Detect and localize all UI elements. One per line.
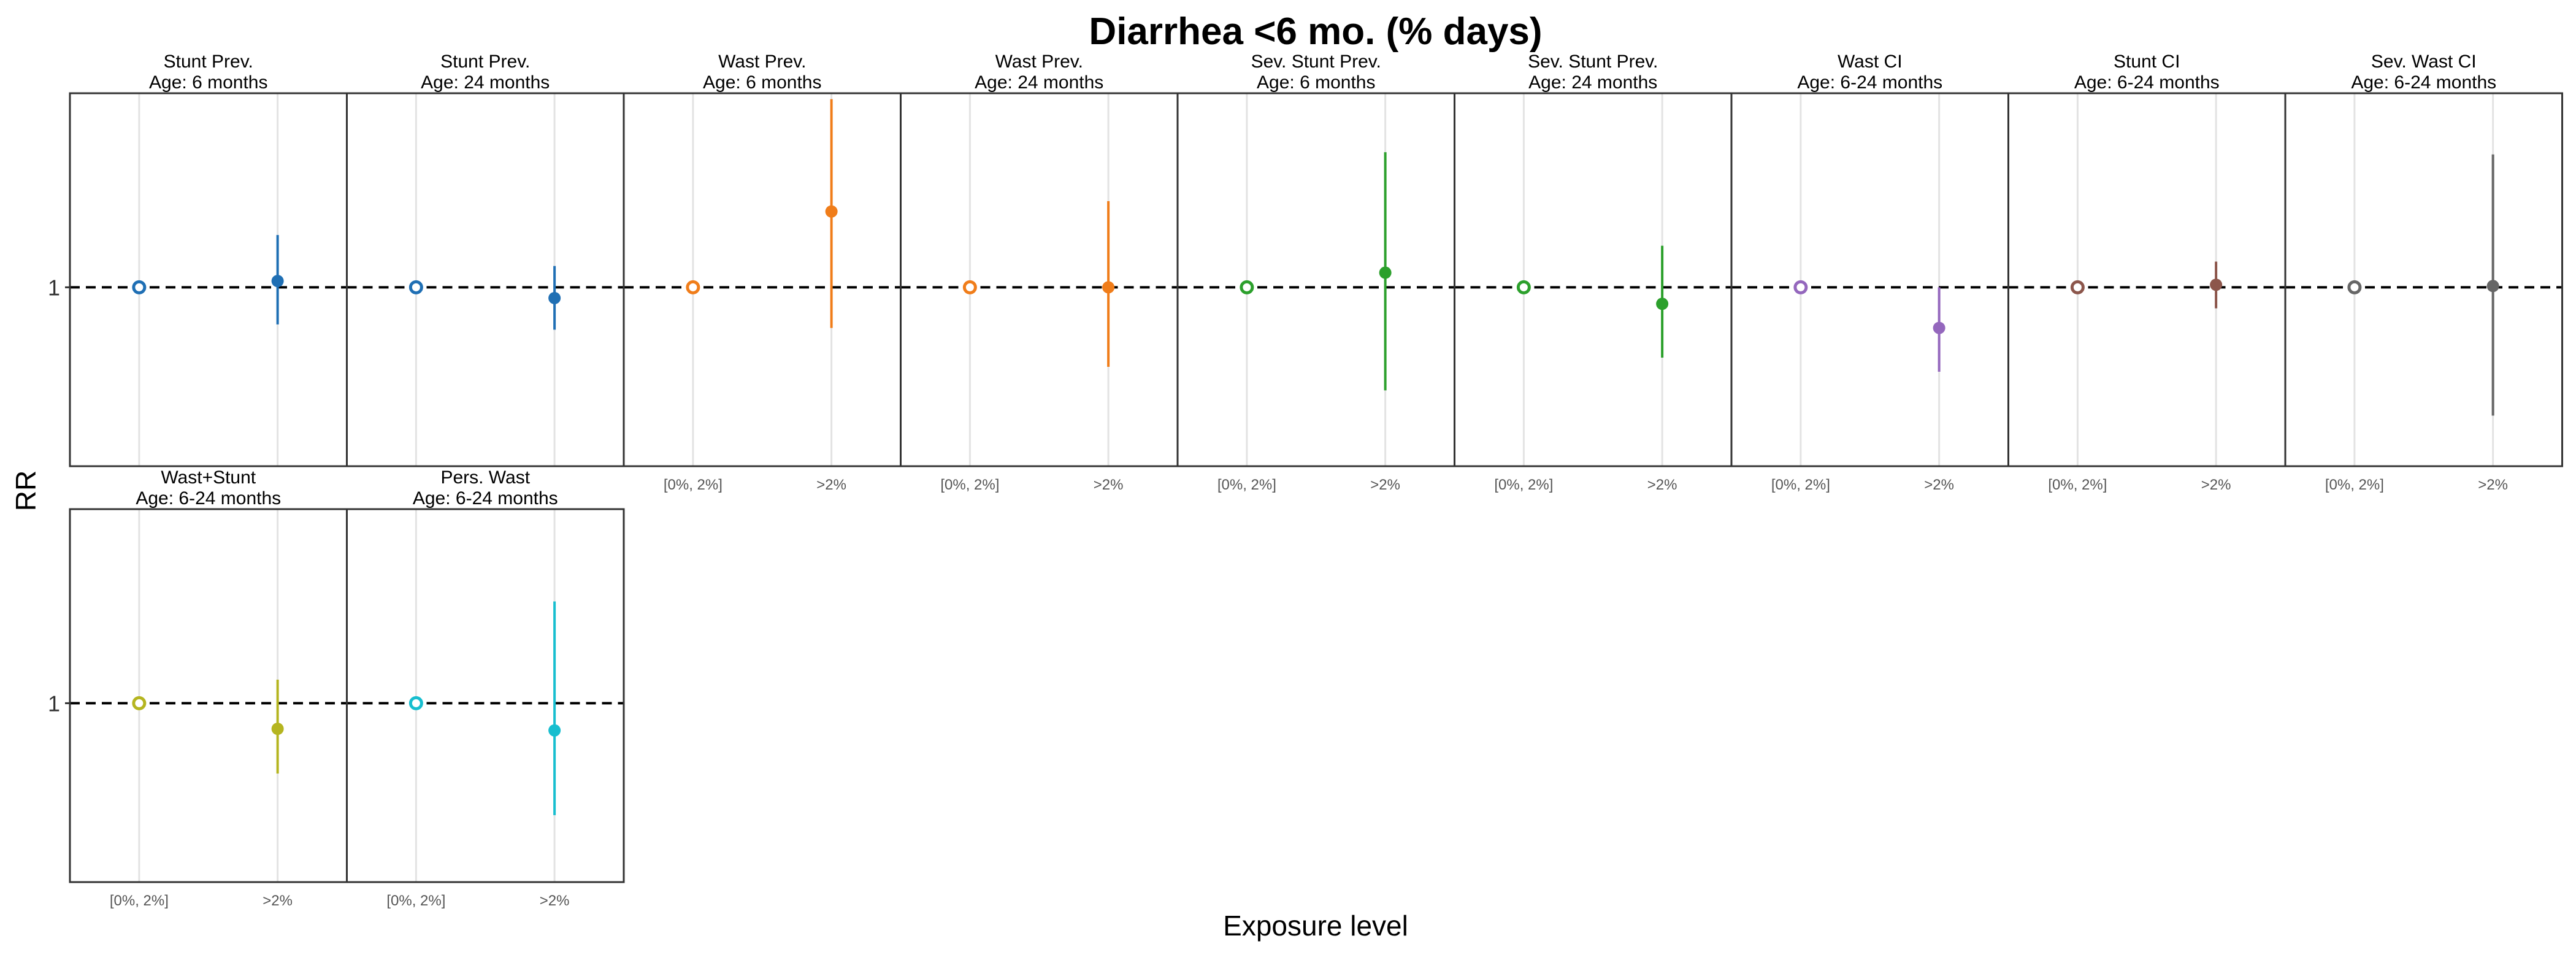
facet-subtitle: Age: 24 months [1528, 72, 1657, 93]
facet-title: Stunt Prev. [440, 52, 530, 72]
facet-panel: Wast Prev.Age: 24 months [0%, 2%] >2% [900, 52, 1179, 493]
facet-subtitle: Age: 24 months [975, 72, 1103, 93]
panel-border [2284, 92, 2563, 467]
x-tick-label: [0%, 2%] [2325, 477, 2384, 493]
x-tick-label: [0%, 2%] [2048, 477, 2107, 493]
rr-point [2486, 280, 2499, 293]
x-tick-label: [0%, 2%] [1217, 477, 1276, 493]
panel-border [69, 508, 348, 883]
rr-point [1933, 321, 1945, 334]
x-tick-label: [0%, 2%] [940, 477, 999, 493]
x-tick-label: [0%, 2%] [1494, 477, 1553, 493]
panel-border [1176, 92, 1455, 467]
x-tick-label: [0%, 2%] [1771, 477, 1830, 493]
panel-border [1730, 92, 2009, 467]
rr-point [1379, 266, 1392, 279]
x-tick-label: [0%, 2%] [386, 893, 445, 909]
chart-title: Diarrhea <6 mo. (% days) [1089, 10, 1542, 53]
facet-title: Wast+Stunt [161, 467, 256, 488]
facet-title: Wast Prev. [995, 52, 1083, 72]
x-axis-title: Exposure level [1223, 910, 1408, 942]
x-tick-label: [0%, 2%] [110, 893, 169, 909]
facet-panel: Wast Prev.Age: 6 months [0%, 2%] >2% [623, 52, 902, 493]
facet-panel: Sev. Stunt Prev.Age: 6 months [0%, 2%] >2% [1176, 52, 1455, 493]
facet-subtitle: Age: 6 months [1257, 72, 1375, 93]
reference-point [2070, 280, 2085, 294]
reference-point [132, 280, 147, 294]
facet-title: Sev. Wast CI [2371, 52, 2477, 72]
reference-point [1516, 280, 1531, 294]
rr-point [825, 205, 838, 218]
rr-point [2210, 278, 2223, 291]
reference-point [132, 696, 147, 710]
x-tick-label: >2% [1924, 477, 1954, 493]
x-tick-label: >2% [816, 477, 846, 493]
reference-point [962, 280, 977, 294]
x-tick-label: >2% [2478, 477, 2508, 493]
x-tick-label: >2% [1094, 477, 1124, 493]
facet-subtitle: Age: 24 months [421, 72, 550, 93]
facet-title: Wast Prev. [718, 52, 806, 72]
reference-point [686, 280, 700, 294]
rr-point [1102, 281, 1115, 294]
x-tick-label: >2% [263, 893, 293, 909]
facet-panel: Stunt Prev.Age: 24 months [346, 52, 625, 467]
panel-border [346, 92, 625, 467]
rr-point [1656, 298, 1669, 310]
x-tick-label: >2% [1647, 477, 1677, 493]
reference-point [408, 696, 423, 710]
facet-title: Sev. Stunt Prev. [1251, 52, 1381, 72]
facet-subtitle: Age: 6 months [149, 72, 267, 93]
rr-point [548, 291, 561, 304]
panel-border [1454, 92, 1733, 467]
x-tick-label: [0%, 2%] [664, 477, 723, 493]
rr-point [548, 724, 561, 737]
facet-panel: Sev. Stunt Prev.Age: 24 months [0%, 2%] >2… [1454, 52, 1733, 493]
panel-border [69, 92, 348, 467]
facet-title: Pers. Wast [440, 467, 530, 488]
x-tick-label: >2% [1370, 477, 1400, 493]
panel-border [346, 508, 625, 883]
reference-point [408, 280, 423, 294]
x-tick-label: >2% [540, 893, 570, 909]
facet-subtitle: Age: 6-24 months [136, 488, 281, 509]
reference-point [1793, 280, 1808, 294]
facet-subtitle: Age: 6 months [703, 72, 821, 93]
rr-point [271, 723, 284, 735]
facet-subtitle: Age: 6-24 months [1797, 72, 1942, 93]
panel-border [2007, 92, 2287, 467]
panel-border [900, 92, 1179, 467]
facet-panel: Stunt Prev.Age: 6 months 1 [48, 52, 348, 467]
facet-subtitle: Age: 6-24 months [2074, 72, 2220, 93]
facet-title: Sev. Stunt Prev. [1528, 52, 1658, 72]
panel-border [623, 92, 902, 467]
facet-subtitle: Age: 6-24 months [2351, 72, 2496, 93]
reference-point [1240, 280, 1254, 294]
y-axis-title: RR [10, 470, 42, 511]
x-tick-label: >2% [2201, 477, 2231, 493]
facet-subtitle: Age: 6-24 months [413, 488, 558, 509]
y-tick-label: 1 [48, 275, 60, 300]
facet-title: Stunt CI [2114, 52, 2180, 72]
facet-title: Wast CI [1838, 52, 1903, 72]
facet-title: Stunt Prev. [164, 52, 253, 72]
reference-point [2347, 280, 2362, 294]
rr-point [271, 275, 284, 288]
y-tick-label: 1 [48, 691, 60, 716]
